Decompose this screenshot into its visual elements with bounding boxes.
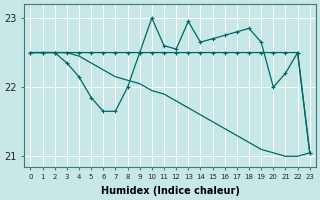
X-axis label: Humidex (Indice chaleur): Humidex (Indice chaleur) — [100, 186, 239, 196]
